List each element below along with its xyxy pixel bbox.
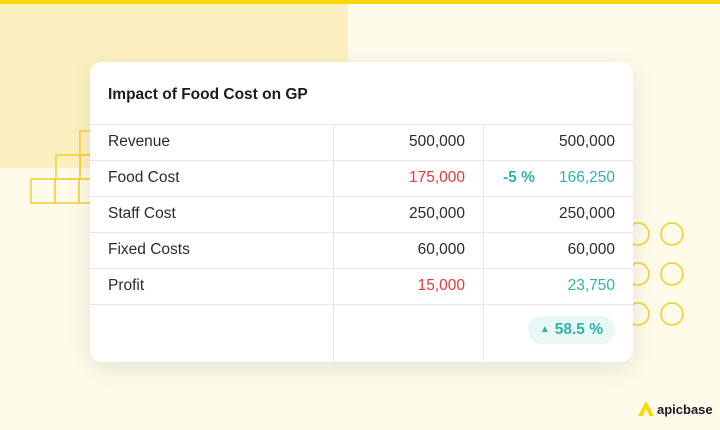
top-accent-bar	[0, 0, 720, 4]
food-cost-change: -5 %	[503, 169, 535, 186]
new-value: 23,750	[567, 277, 615, 294]
column-divider	[333, 124, 334, 362]
apicbase-logo-icon	[638, 401, 654, 416]
column-divider	[483, 124, 484, 362]
row-divider	[90, 124, 633, 125]
current-value: 60,000	[417, 241, 465, 258]
table-row-profit: Profit 15,000 23,750	[90, 268, 633, 304]
new-value: 500,000	[558, 133, 615, 150]
row-divider	[90, 232, 633, 233]
row-label: Fixed Costs	[108, 241, 190, 258]
row-divider	[90, 304, 633, 305]
table-row-fixed-costs: Fixed Costs 60,000 60,000	[90, 232, 633, 268]
row-divider	[90, 196, 633, 197]
triangle-up-icon: ▲	[539, 324, 550, 335]
table-row-revenue: Revenue 500,000 500,000	[90, 124, 633, 160]
circle-decoration	[626, 222, 684, 326]
row-label: Profit	[108, 277, 145, 294]
table-row-staff-cost: Staff Cost 250,000 250,000	[90, 196, 633, 232]
current-value: 250,000	[408, 205, 465, 222]
food-cost-impact-card: Impact of Food Cost on GP Revenue 500,00…	[90, 62, 633, 362]
current-value: 15,000	[417, 277, 465, 294]
new-value: 166,250	[558, 169, 615, 186]
brand-name: apicbase	[657, 402, 713, 417]
current-value: 500,000	[408, 133, 465, 150]
row-label: Staff Cost	[108, 205, 176, 222]
row-label: Food Cost	[108, 169, 180, 186]
card-title: Impact of Food Cost on GP	[108, 86, 308, 103]
current-value: 175,000	[408, 169, 465, 186]
row-divider	[90, 160, 633, 161]
new-value: 250,000	[558, 205, 615, 222]
profit-change-badge: ▲ 58.5 %	[527, 316, 615, 344]
new-value: 60,000	[567, 241, 615, 258]
row-label: Revenue	[108, 133, 171, 150]
row-divider	[90, 268, 633, 269]
table-row-food-cost: Food Cost 175,000 -5 % 166,250	[90, 160, 633, 196]
profit-change-value: 58.5 %	[554, 321, 603, 338]
